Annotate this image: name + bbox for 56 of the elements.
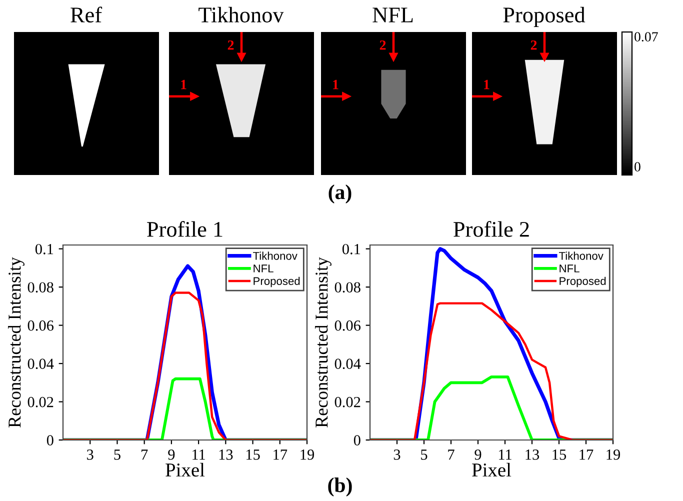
- y-tick-label: 0.02: [28, 396, 54, 408]
- legend-label: Proposed: [560, 276, 606, 288]
- x-tick-label: 13: [526, 450, 540, 460]
- x-tick-label: 11: [498, 450, 512, 460]
- text: (a): [328, 184, 352, 204]
- x-tick-label: 17: [580, 450, 594, 460]
- text: (b): [328, 478, 352, 496]
- text: 1: [333, 80, 338, 90]
- y-tick-label: 0.08: [28, 282, 54, 293]
- legend-label: Tikhonov: [559, 252, 604, 260]
- x-tick-label: 9: [168, 450, 175, 460]
- x-tick-label: 7: [448, 450, 454, 460]
- x-tick-label: 19: [300, 450, 314, 460]
- x-tick-label: 17: [274, 450, 288, 460]
- x-tick-label: 15: [246, 450, 260, 460]
- legend-label: NFL: [254, 264, 274, 272]
- y-tick-label: 0.1: [342, 244, 360, 254]
- legend-label: NFL: [560, 264, 580, 272]
- text: 1: [181, 80, 186, 90]
- y-tick-label: 0.04: [28, 358, 54, 370]
- text: 2: [530, 40, 537, 50]
- x-tick-label: 15: [552, 450, 566, 460]
- text: 0: [634, 162, 640, 172]
- y-tick-label: 0: [354, 435, 360, 446]
- chart-title: Profile 1: [147, 221, 222, 237]
- legend-label: Tikhonov: [253, 252, 298, 260]
- y-tick-label: 0: [46, 435, 54, 446]
- text: NFL: [372, 8, 413, 22]
- y-tick-label: 0.02: [334, 396, 360, 408]
- y-axis-title: Reconstructed Intensity: [315, 257, 332, 428]
- text: 0.07: [634, 32, 658, 42]
- x-tick-label: 5: [421, 450, 428, 460]
- text: 2: [380, 40, 386, 50]
- x-tick-label: 19: [606, 450, 620, 460]
- text: 2: [228, 40, 234, 50]
- x-tick-label: 7: [142, 450, 148, 460]
- x-axis-title: Pixel: [472, 462, 512, 477]
- x-tick-label: 13: [219, 450, 233, 460]
- x-axis-title: Pixel: [166, 462, 205, 477]
- y-tick-label: 0.06: [28, 320, 54, 331]
- y-tick-label: 0.08: [334, 282, 360, 293]
- text: Ref: [70, 6, 102, 22]
- text: 1: [484, 80, 490, 90]
- y-tick-label: 0.1: [35, 244, 54, 254]
- y-axis-title: Reconstructed Intensity: [8, 257, 24, 428]
- y-tick-label: 0.04: [334, 358, 361, 370]
- x-tick-label: 3: [394, 450, 400, 460]
- legend-label: Proposed: [254, 276, 300, 288]
- chart-title: Profile 2: [454, 221, 529, 237]
- x-tick-label: 3: [87, 450, 94, 460]
- text: Tikhonov: [198, 6, 284, 22]
- x-tick-label: 11: [192, 450, 205, 460]
- x-tick-label: 5: [114, 450, 120, 460]
- text: Proposed: [503, 6, 586, 27]
- x-tick-label: 9: [474, 450, 482, 460]
- y-tick-label: 0.06: [334, 320, 361, 331]
